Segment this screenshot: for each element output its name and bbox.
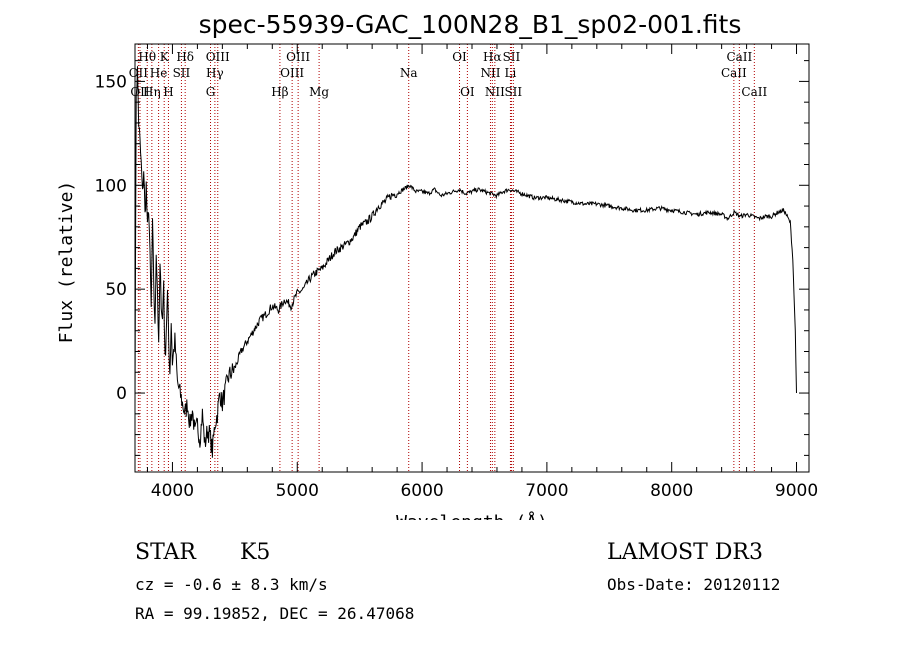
x-tick-label: 9000 <box>775 481 818 501</box>
marker-label-OIII-4959: OIII <box>280 66 304 80</box>
class-label: STAR <box>135 540 196 565</box>
x-tick-label: 4000 <box>151 481 194 501</box>
line-marker-layer: OIIHθHηOIIHeKHSIIHδGHγOIIIHβOIIIOIIIMgNa… <box>129 44 767 472</box>
marker-label-NII-6548: NII <box>480 66 500 80</box>
marker-label-H-eta: Hη <box>143 85 161 99</box>
x-tick-label: 8000 <box>650 481 693 501</box>
marker-label-H-theta: Hθ <box>138 50 156 64</box>
marker-label-H-alpha: Hα <box>483 50 502 64</box>
marker-label-K: K <box>160 50 170 64</box>
marker-label-OIII-4363: OIII <box>206 50 230 64</box>
marker-label-H-gamma: Hγ <box>206 66 224 80</box>
marker-label-OII: OII <box>129 66 149 80</box>
marker-label-OII-2: OII <box>130 85 150 99</box>
subclass-label: K5 <box>240 540 271 565</box>
marker-label-OI-6300: OI <box>452 50 467 64</box>
chart-title: spec-55939-GAC_100N28_B1_sp02-001.fits <box>199 10 742 39</box>
marker-label-H-delta: Hδ <box>176 50 194 64</box>
marker-label-CaII-8498: CaII <box>721 66 747 80</box>
x-axis: 4000 5000 6000 7000 8000 9000 <box>146 44 818 501</box>
marker-label-Na: Na <box>400 66 418 80</box>
spectrum-chart: spec-55939-GAC_100N28_B1_sp02-001.fits O… <box>56 10 818 520</box>
marker-label-OIII-5007: OIII <box>286 50 310 64</box>
y-tick-label: 0 <box>116 384 127 404</box>
x-axis-label: Wavelength (Å) <box>396 511 548 520</box>
x-tick-label: 5000 <box>276 481 319 501</box>
marker-label-SII-6716: SII <box>503 50 521 64</box>
marker-label-Li: Li <box>505 66 517 80</box>
marker-label-OI-6363: OI <box>460 85 475 99</box>
plot-frame <box>134 43 810 473</box>
survey-label: LAMOST DR3 <box>607 540 763 565</box>
marker-label-NII-6583: NII <box>485 85 505 99</box>
marker-label-Mg: Mg <box>309 85 329 99</box>
marker-label-H-beta: Hβ <box>271 85 288 99</box>
x-tick-label: 6000 <box>400 481 443 501</box>
obs-date-line: Obs-Date: 20120112 <box>607 575 781 594</box>
coords-line: RA = 99.19852, DEC = 26.47068 <box>135 604 415 623</box>
y-tick-label: 150 <box>95 72 127 92</box>
marker-label-CaII-8662: CaII <box>741 85 767 99</box>
marker-label-G: G <box>206 85 216 99</box>
series-layer <box>134 66 797 458</box>
marker-label-SII-6731: SII <box>504 85 522 99</box>
marker-label-He: He <box>150 66 168 80</box>
redshift-line: cz = -0.6 ± 8.3 km/s <box>135 575 328 594</box>
y-tick-label: 50 <box>105 280 127 300</box>
y-axis: 0 50 100 150 <box>95 60 809 456</box>
y-tick-label: 100 <box>95 176 127 196</box>
marker-label-H: H <box>163 85 173 99</box>
y-axis-label: Flux (relative) <box>56 181 77 344</box>
x-tick-label: 7000 <box>525 481 568 501</box>
marker-label-CaII-8542: CaII <box>726 50 752 64</box>
marker-label-SII-blue: SII <box>173 66 191 80</box>
series-line-spectrum <box>134 66 797 458</box>
